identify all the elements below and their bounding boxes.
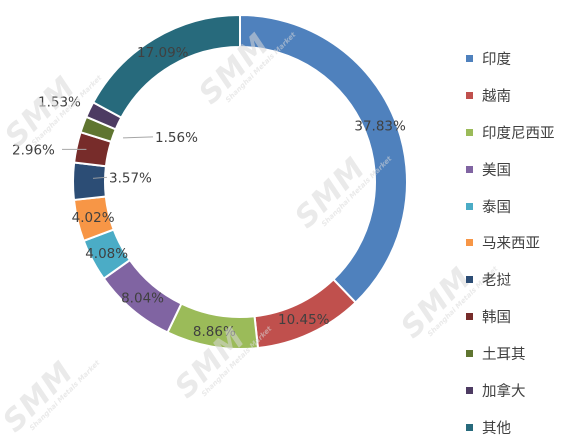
donut-chart: 37.83% 10.45% 8.86% 8.04% 4.08% 4.02% 3.57% 2.9… [0,13,555,439]
legend-label: 印度尼西亚 [482,125,555,142]
chart-canvas: 37.83% 10.45% 8.86% 8.04% 4.08% 4.02% 3.57% 2.9… [12,13,408,350]
legend-label: 越南 [482,88,511,105]
legend-label: 泰国 [482,199,511,216]
data-label: 8.86% [193,324,236,340]
legend-swatch [466,54,473,62]
legend-label: 加拿大 [482,383,526,400]
legend-item: 韩国 [466,298,584,335]
leader-line [92,176,108,179]
legend-swatch [466,386,473,394]
data-label: 10.45% [278,312,330,328]
legend-swatch [466,239,473,247]
legend-swatch [466,165,473,173]
legend-label: 印度 [482,51,511,68]
data-label: 37.83% [354,119,406,135]
legend-swatch [466,91,473,99]
data-labels: 37.83% 10.45% 8.86% 8.04% 4.08% 4.02% 3.57% 2.9… [12,45,406,340]
legend-item: 印度 [466,40,584,77]
legend-item: 加拿大 [466,372,584,409]
legend-swatch [466,276,473,284]
donut-slice-7 [72,161,108,202]
leader-line [123,136,154,139]
donut-slice-1 [239,13,408,304]
data-label: 8.04% [121,290,164,306]
legend: 印度越南印度尼西亚美国泰国马来西亚老挝韩国土耳其加拿大其他 [466,40,584,446]
legend-item: 泰国 [466,188,584,225]
data-label: 3.57% [109,170,152,186]
legend-swatch [466,350,473,358]
donut-slices [72,13,408,350]
data-label: 4.08% [85,246,128,262]
leader-lines [62,136,154,179]
legend-item: 老挝 [466,261,584,298]
legend-item: 其他 [466,409,584,446]
legend-item: 美国 [466,151,584,188]
data-label: 4.02% [72,210,115,226]
legend-label: 土耳其 [482,347,526,364]
legend-label: 老挝 [482,273,511,290]
legend-item: 印度尼西亚 [466,114,584,151]
legend-swatch [466,128,473,136]
donut-slice-11 [91,13,241,120]
legend-item: 越南 [466,77,584,114]
legend-label: 韩国 [482,310,511,327]
data-label: 17.09% [137,45,189,61]
data-label: 1.53% [38,95,81,111]
legend-label: 美国 [482,162,511,179]
legend-swatch [466,313,473,321]
legend-swatch [466,423,473,431]
data-label: 2.96% [12,142,55,158]
legend-item: 马来西亚 [466,224,584,261]
data-label: 1.56% [155,130,198,146]
legend-label: 马来西亚 [482,236,540,253]
legend-item: 土耳其 [466,335,584,372]
legend-label: 其他 [482,420,511,437]
legend-swatch [466,202,473,210]
